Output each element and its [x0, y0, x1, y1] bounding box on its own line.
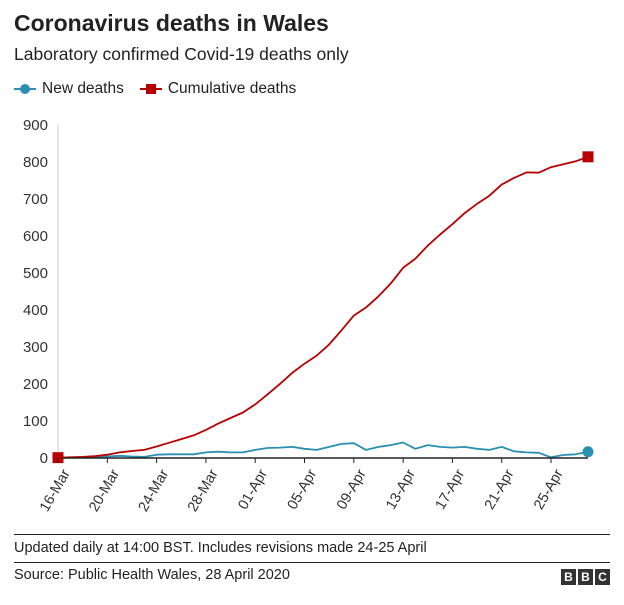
x-tick-label: 01-Apr — [235, 467, 271, 513]
y-tick-label: 600 — [23, 228, 48, 245]
footer-divider-top — [14, 534, 610, 535]
legend-label-cumulative-deaths: Cumulative deaths — [167, 80, 297, 97]
y-tick-label: 100 — [23, 413, 48, 430]
y-tick-label: 500 — [23, 265, 48, 282]
new-deaths-end-point — [582, 446, 594, 458]
y-tick-label: 800 — [23, 154, 48, 171]
x-tick-label: 09-Apr — [334, 467, 370, 513]
footer-divider-bottom — [14, 562, 610, 563]
circle-marker-icon — [14, 82, 36, 96]
legend-item-cumulative-deaths: Cumulative deaths — [139, 80, 297, 98]
bbc-logo-block: B — [578, 569, 593, 585]
y-tick-label: 200 — [23, 376, 48, 393]
line-chart: 0 100 200 300 400 500 600 700 800 900 16-Mar 20-Mar… — [23, 117, 594, 515]
y-tick-label: 900 — [23, 117, 48, 134]
y-tick-label: 300 — [23, 339, 48, 356]
x-tick-label: 13-Apr — [383, 467, 419, 513]
x-tick-label: 20-Mar — [86, 467, 123, 515]
x-tick-label: 28-Mar — [185, 467, 222, 515]
new-deaths-line — [57, 441, 589, 459]
legend: New deaths Cumulative deaths — [14, 80, 312, 98]
chart-title: Coronavirus deaths in Wales — [14, 10, 329, 36]
x-tick-label: 25-Apr — [531, 467, 567, 513]
y-tick-label: 0 — [40, 450, 48, 467]
legend-label-new-deaths: New deaths — [42, 80, 124, 97]
cumulative-deaths-end-point — [582, 151, 594, 163]
x-tick-label: 24-Mar — [136, 467, 173, 515]
update-note: Updated daily at 14:00 BST. Includes rev… — [14, 540, 427, 556]
bbc-logo-block: C — [595, 569, 610, 585]
legend-item-new-deaths: New deaths — [14, 80, 124, 98]
x-tick-label: 05-Apr — [285, 467, 321, 513]
y-tick-label: 700 — [23, 191, 48, 208]
x-tick-label: 21-Apr — [482, 467, 518, 513]
chart-subtitle: Laboratory confirmed Covid-19 deaths onl… — [14, 44, 349, 64]
bbc-logo-block: B — [561, 569, 576, 585]
y-tick-label: 400 — [23, 302, 48, 319]
bbc-logo: B B C — [559, 569, 610, 585]
cumulative-deaths-line — [57, 155, 589, 459]
square-marker-icon — [139, 82, 162, 96]
x-tick-label: 17-Apr — [433, 467, 469, 513]
source-text: Source: Public Health Wales, 28 April 20… — [14, 567, 290, 583]
x-tick-label: 16-Mar — [37, 467, 74, 515]
cumulative-deaths-start-point — [52, 452, 64, 464]
